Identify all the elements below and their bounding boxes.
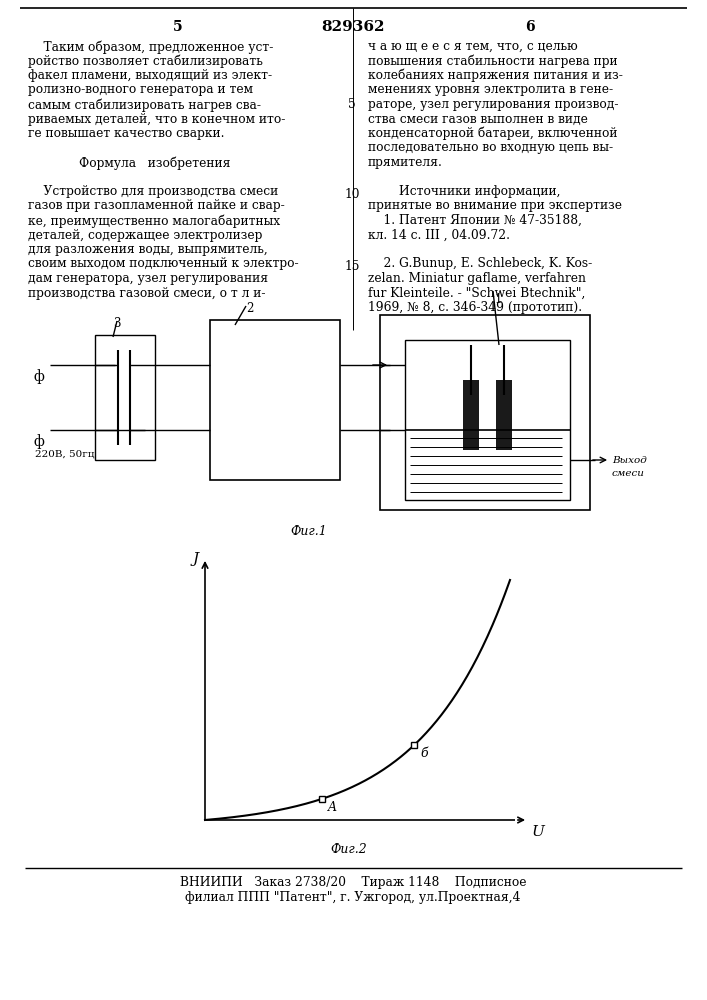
Text: конденсаторной батареи, включенной: конденсаторной батареи, включенной — [368, 127, 617, 140]
Text: деталей, содержащее электролизер: деталей, содержащее электролизер — [28, 229, 262, 241]
Bar — [405, 340, 570, 500]
Text: филиал ППП "Патент", г. Ужгород, ул.Проектная,4: филиал ППП "Патент", г. Ужгород, ул.Прое… — [185, 891, 521, 904]
Text: 6: 6 — [525, 20, 534, 34]
Text: 2. G.Bunuр, E. Schlebeck, K. Kos-: 2. G.Bunuр, E. Schlebeck, K. Kos- — [368, 257, 592, 270]
Text: б: б — [420, 747, 428, 760]
Text: 1: 1 — [495, 293, 503, 306]
Text: Формула   изобретения: Формула изобретения — [48, 156, 230, 169]
Text: Источники информации,: Источники информации, — [368, 185, 561, 198]
Text: fur Kleinteile. - "Schwei Btechnik",: fur Kleinteile. - "Schwei Btechnik", — [368, 286, 585, 300]
Text: раторе, узел регулирования производ-: раторе, узел регулирования производ- — [368, 98, 619, 111]
Text: 15: 15 — [344, 260, 360, 273]
Text: ге повышает качество сварки.: ге повышает качество сварки. — [28, 127, 225, 140]
Text: повышения стабильности нагрева при: повышения стабильности нагрева при — [368, 54, 618, 68]
Text: Фиг.2: Фиг.2 — [330, 843, 367, 856]
Text: ке, преимущественно малогабаритных: ке, преимущественно малогабаритных — [28, 214, 280, 228]
Text: 1. Патент Японии № 47-35188,: 1. Патент Японии № 47-35188, — [368, 214, 582, 227]
Bar — [380, 315, 590, 510]
Text: Выход: Выход — [612, 456, 647, 465]
Text: zelan. Miniatur gaflame, verfahren: zelan. Miniatur gaflame, verfahren — [368, 272, 586, 285]
Text: 1969, № 8, с. 346-349 (прототип).: 1969, № 8, с. 346-349 (прототип). — [368, 301, 582, 314]
Bar — [95, 335, 155, 460]
Text: 10: 10 — [344, 188, 360, 201]
Text: производства газовой смеси, о т л и-: производства газовой смеси, о т л и- — [28, 286, 266, 300]
Text: 829362: 829362 — [321, 20, 385, 34]
Text: ф: ф — [33, 434, 44, 449]
Text: принятые во внимание при экспертизе: принятые во внимание при экспертизе — [368, 200, 622, 213]
Text: своим выходом подключенный к электро-: своим выходом подключенный к электро- — [28, 257, 298, 270]
Text: последовательно во входную цепь вы-: последовательно во входную цепь вы- — [368, 141, 613, 154]
Text: самым стабилизировать нагрев сва-: самым стабилизировать нагрев сва- — [28, 98, 261, 111]
Text: ч а ю щ е е с я тем, что, с целью: ч а ю щ е е с я тем, что, с целью — [368, 40, 578, 53]
Text: колебаниях напряжения питания и из-: колебаниях напряжения питания и из- — [368, 69, 623, 83]
Bar — [210, 320, 340, 480]
Text: Таким образом, предложенное уст-: Таким образом, предложенное уст- — [28, 40, 274, 53]
Text: 5: 5 — [348, 98, 356, 111]
Text: риваемых деталей, что в конечном ито-: риваемых деталей, что в конечном ито- — [28, 112, 286, 125]
Text: U: U — [532, 825, 545, 839]
Text: 2: 2 — [246, 302, 254, 315]
Text: ства смеси газов выполнен в виде: ства смеси газов выполнен в виде — [368, 112, 588, 125]
Text: 220В, 50гц: 220В, 50гц — [35, 450, 95, 459]
Text: ройство позволяет стабилизировать: ройство позволяет стабилизировать — [28, 54, 263, 68]
Bar — [463, 380, 479, 450]
Text: факел пламени, выходящий из элект-: факел пламени, выходящий из элект- — [28, 69, 272, 82]
Text: для разложения воды, выпрямитель,: для разложения воды, выпрямитель, — [28, 243, 268, 256]
Text: дам генератора, узел регулирования: дам генератора, узел регулирования — [28, 272, 268, 285]
Text: смеси: смеси — [612, 469, 645, 478]
Text: ф: ф — [33, 369, 44, 384]
Text: J: J — [193, 552, 199, 566]
Text: Фиг.1: Фиг.1 — [290, 525, 327, 538]
Text: Устройство для производства смеси: Устройство для производства смеси — [28, 185, 279, 198]
Text: A: A — [328, 801, 337, 814]
Text: газов при газопламенной пайке и свар-: газов при газопламенной пайке и свар- — [28, 200, 285, 213]
Text: прямителя.: прямителя. — [368, 156, 443, 169]
Text: менениях уровня электролита в гене-: менениях уровня электролита в гене- — [368, 84, 613, 97]
Text: 3: 3 — [113, 317, 121, 330]
Text: ролизно-водного генератора и тем: ролизно-водного генератора и тем — [28, 84, 253, 97]
Text: 5: 5 — [173, 20, 183, 34]
Bar — [496, 380, 512, 450]
Text: ВНИИПИ   Заказ 2738/20    Тираж 1148    Подписное: ВНИИПИ Заказ 2738/20 Тираж 1148 Подписно… — [180, 876, 526, 889]
Text: кл. 14 с. III , 04.09.72.: кл. 14 с. III , 04.09.72. — [368, 229, 510, 241]
